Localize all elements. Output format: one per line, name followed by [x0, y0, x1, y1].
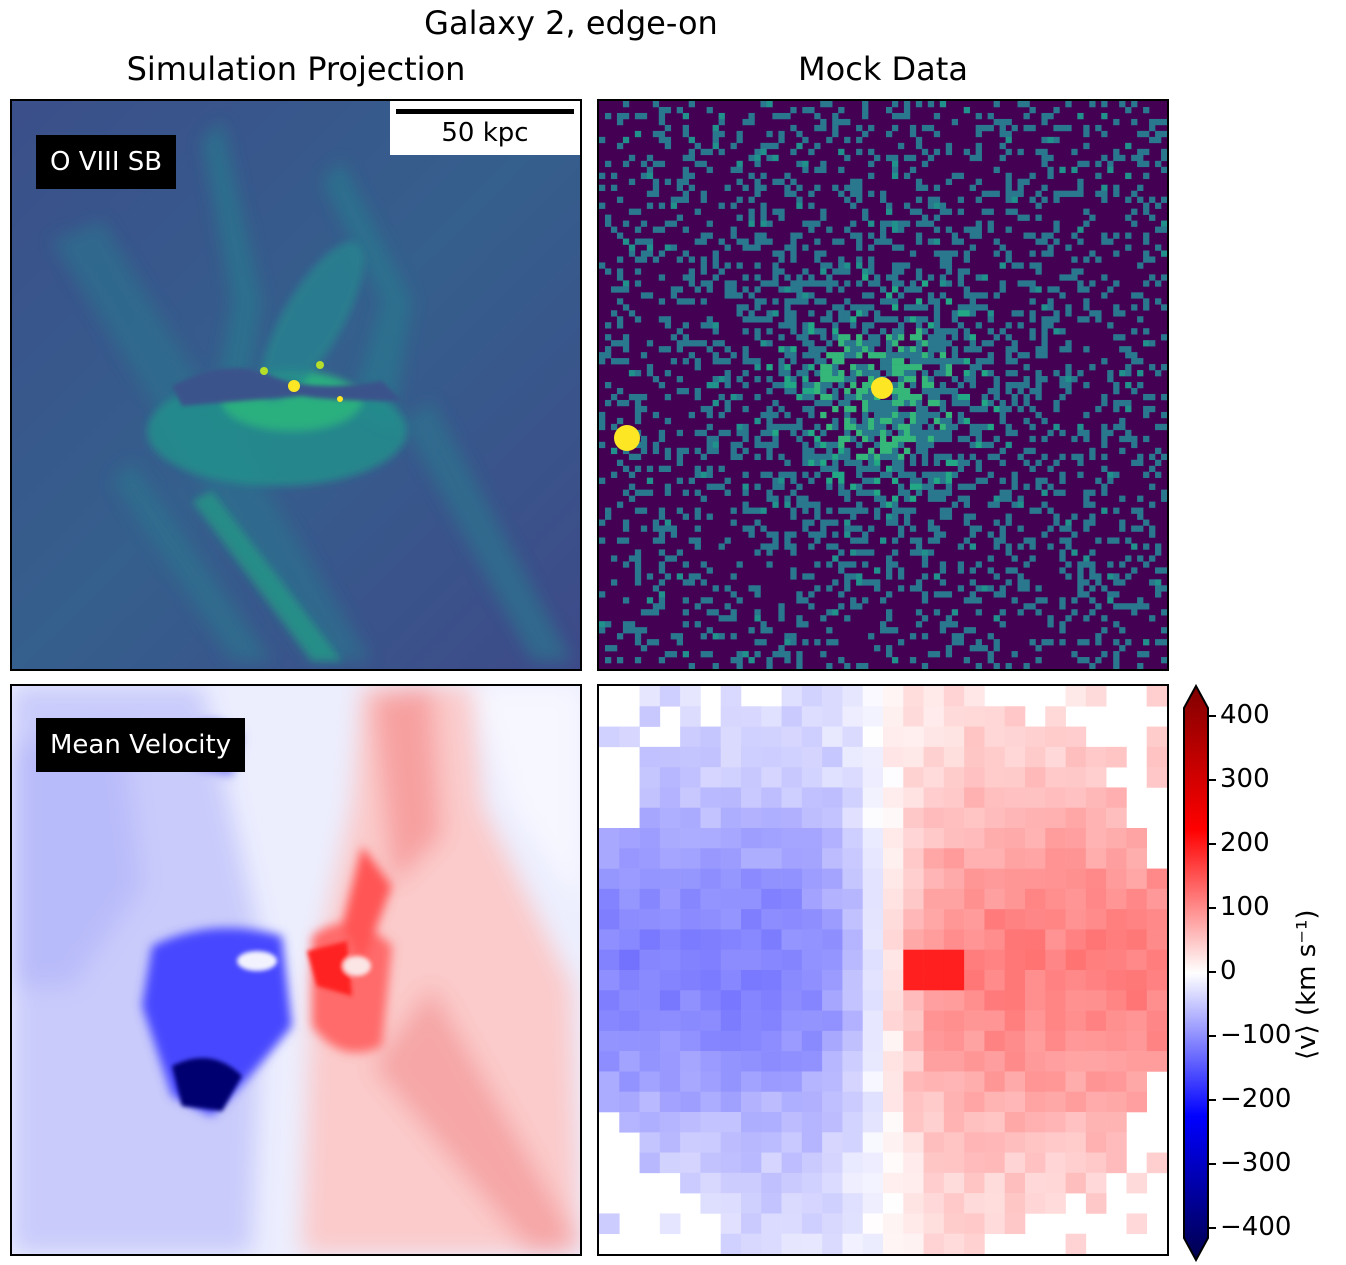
- sim-velocity-map: [12, 686, 580, 1254]
- velocity-label: Mean Velocity: [36, 718, 246, 772]
- panel-sim-velocity: Mean Velocity: [10, 684, 582, 1256]
- scale-bar: 50 kpc: [390, 101, 580, 155]
- mock-sb-pixels: [599, 101, 1167, 669]
- mock-bright-spot-left: [614, 425, 640, 451]
- colorbar-tick-neg400: −400: [1220, 1212, 1292, 1242]
- bright-spot-upper-right: [316, 361, 324, 369]
- figure-title: Galaxy 2, edge-on: [424, 4, 718, 42]
- mock-bright-spot-core: [871, 377, 893, 399]
- bright-spot-right: [337, 396, 343, 402]
- colorbar-tick-200: 200: [1220, 828, 1270, 858]
- scale-bar-line: [396, 109, 574, 114]
- scale-bar-label: 50 kpc: [441, 118, 529, 148]
- colorbar-tick-300: 300: [1220, 764, 1270, 794]
- panel-sim-sb: O VIII SB 50 kpc: [10, 99, 582, 671]
- colorbar: 400 300 200 100 0 −100 −200 −300 −400: [1178, 684, 1346, 1262]
- column-title-mock: Mock Data: [798, 50, 968, 88]
- mock-sb-map: [599, 101, 1167, 669]
- colorbar-tick-0: 0: [1220, 956, 1237, 986]
- sim-bright-spots: [260, 361, 343, 402]
- colorbar-tick-neg100: −100: [1220, 1020, 1292, 1050]
- sim-sb-map: [12, 101, 580, 669]
- panel-mock-velocity: [597, 684, 1169, 1256]
- colorbar-tick-neg200: −200: [1220, 1084, 1292, 1114]
- column-title-simulation: Simulation Projection: [126, 50, 466, 88]
- panel-mock-sb: [597, 99, 1169, 671]
- mock-velocity-map: [599, 686, 1167, 1254]
- mock-velocity-pixels: [599, 686, 1167, 1254]
- colorbar-tick-400: 400: [1220, 700, 1270, 730]
- colorbar-tick-100: 100: [1220, 892, 1270, 922]
- bright-spot-core: [288, 380, 300, 392]
- bright-spot-left: [260, 367, 268, 375]
- sb-label: O VIII SB: [36, 135, 177, 189]
- colorbar-label: ⟨v⟩ (km s⁻¹): [1292, 909, 1322, 1060]
- colorbar-tick-neg300: −300: [1220, 1148, 1292, 1178]
- colorbar-gradient: [1183, 684, 1216, 1262]
